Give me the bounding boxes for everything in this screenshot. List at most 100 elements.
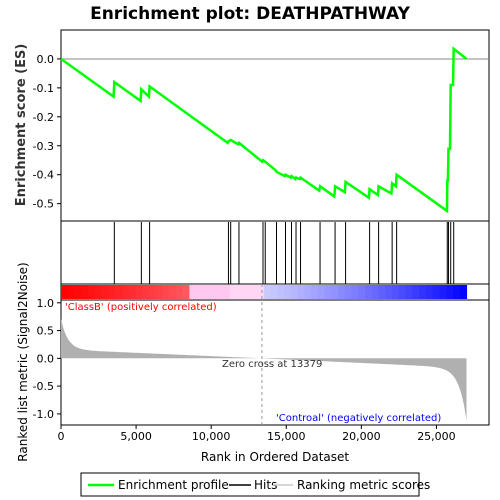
colorbar-segment (128, 285, 136, 299)
colorbar-segment (61, 285, 69, 299)
colorbar-segment (297, 285, 305, 299)
x-axis-label: Rank in Ordered Dataset (201, 450, 349, 464)
colorbar-segment (250, 285, 258, 299)
x-tick-label: 20,000 (342, 430, 381, 443)
bottom-y-tick-label: 0.5 (37, 325, 55, 338)
colorbar-segment (277, 285, 285, 299)
top-y-tick-label: -0.4 (33, 169, 54, 182)
x-tick-label: 5,000 (120, 430, 152, 443)
colorbar-segment (142, 285, 150, 299)
x-tick-label: 15,000 (267, 430, 306, 443)
colorbar-segment (358, 285, 366, 299)
colorbar-segment (74, 285, 82, 299)
legend: Enrichment profile Hits Ranking metric s… (80, 472, 430, 497)
colorbar-segment (88, 285, 96, 299)
top-y-tick-label: -0.5 (33, 198, 54, 211)
colorbar-segment (202, 285, 211, 299)
colorbar-segment (344, 285, 353, 299)
colorbar-segment (121, 285, 130, 299)
colorbar-segment (398, 285, 407, 299)
colorbar-segment (81, 285, 89, 299)
x-ticks: 0 5,000 10,000 15,000 20,000 25,000 (58, 425, 456, 443)
colorbar-segment (392, 285, 400, 299)
zero-cross-label: Zero cross at 13379 (222, 359, 322, 370)
colorbar-segment (284, 285, 292, 299)
colorbar-segment (115, 285, 123, 299)
colorbar-segment (317, 285, 326, 299)
colorbar-segment (432, 285, 441, 299)
colorbar-segment (169, 285, 177, 299)
colorbar-segment (338, 285, 346, 299)
top-y-tick-label: -0.1 (33, 82, 54, 95)
x-tick-label: 0 (58, 430, 65, 443)
colorbar-segment (175, 285, 184, 299)
negative-class-label: 'Controal' (negatively correlated) (276, 413, 441, 424)
ranking-colorbar (60, 283, 490, 301)
colorbar-segment (365, 285, 373, 299)
hits-panel (60, 220, 490, 285)
colorbar-segment (452, 285, 461, 299)
colorbar-segment (331, 285, 339, 299)
x-tick-label: 25,000 (417, 430, 456, 443)
colorbar-segment (405, 285, 414, 299)
colorbar-segment (311, 285, 319, 299)
colorbar-segment (196, 285, 204, 299)
x-tick-label: 10,000 (192, 430, 231, 443)
bottom-y-tick-label: 0.0 (37, 352, 55, 365)
colorbar-segment (351, 285, 359, 299)
colorbar-segment (182, 285, 191, 299)
colorbar-segment (270, 285, 278, 299)
colorbar-segment (459, 285, 468, 299)
top-y-tick-label: 0.0 (37, 53, 55, 66)
colorbar-segment (94, 285, 103, 299)
colorbar-segment (236, 285, 245, 299)
colorbar-segment (162, 285, 170, 299)
top-y-tick-label: -0.2 (33, 111, 54, 124)
top-y-axis-label: Enrichment score (ES) (14, 44, 29, 207)
ranked-metric-panel: 1.0 0.5 0.0 -0.5 -1.0 0 5,000 10,000 15,000 20,0… (16, 262, 490, 464)
colorbar-segment (304, 285, 312, 299)
colorbar-segment (101, 285, 109, 299)
bottom-y-axis-label: Ranked list metric (Signal2Noise) (16, 262, 30, 461)
colorbar-segment (216, 285, 224, 299)
top-y-tick-label: -0.3 (33, 140, 54, 153)
bottom-y-tick-label: 1.0 (37, 297, 55, 310)
enrichment-profile-line (60, 46, 468, 214)
top-y-ticks: 0.0 -0.1 -0.2 -0.3 -0.4 -0.5 (33, 53, 61, 211)
colorbar-segment (263, 285, 272, 299)
colorbar-segment (371, 285, 380, 299)
colorbar-segment (419, 285, 427, 299)
colorbar-segment (223, 285, 231, 299)
chart-title: Enrichment plot: DEATHPATHWAY (90, 4, 410, 24)
bottom-y-tick-label: -0.5 (33, 380, 54, 393)
colorbar-segment (439, 285, 447, 299)
colorbar-segment (256, 285, 265, 299)
bottom-y-tick-label: -1.0 (33, 408, 54, 421)
enrichment-score-panel: 0.0 -0.1 -0.2 -0.3 -0.4 -0.5 Enrichment score… (14, 29, 490, 222)
colorbar-segment (229, 285, 238, 299)
colorbar-segment (108, 285, 116, 299)
colorbar-segment (412, 285, 420, 299)
colorbar-segment (324, 285, 332, 299)
bottom-y-ticks: 1.0 0.5 0.0 -0.5 -1.0 (33, 297, 61, 421)
colorbar-segment (155, 285, 163, 299)
legend-metric-label: Ranking metric scores (297, 478, 430, 492)
colorbar-segment (148, 285, 157, 299)
positive-class-label: 'ClassB' (positively correlated) (65, 302, 217, 313)
colorbar-segment (385, 285, 393, 299)
colorbar-segment (209, 285, 218, 299)
colorbar-segment (378, 285, 386, 299)
legend-hits-label: Hits (254, 478, 277, 492)
legend-enrichment-label: Enrichment profile (118, 478, 229, 492)
colorbar-segment (135, 285, 143, 299)
colorbar-segments (61, 285, 468, 299)
colorbar-segment (446, 285, 454, 299)
colorbar-segment (290, 285, 299, 299)
colorbar-segment (67, 285, 76, 299)
hits-marks (113, 222, 455, 284)
colorbar-segment (425, 285, 434, 299)
hits-panel-frame (60, 220, 490, 285)
colorbar-segment (243, 285, 251, 299)
colorbar-segment (189, 285, 197, 299)
